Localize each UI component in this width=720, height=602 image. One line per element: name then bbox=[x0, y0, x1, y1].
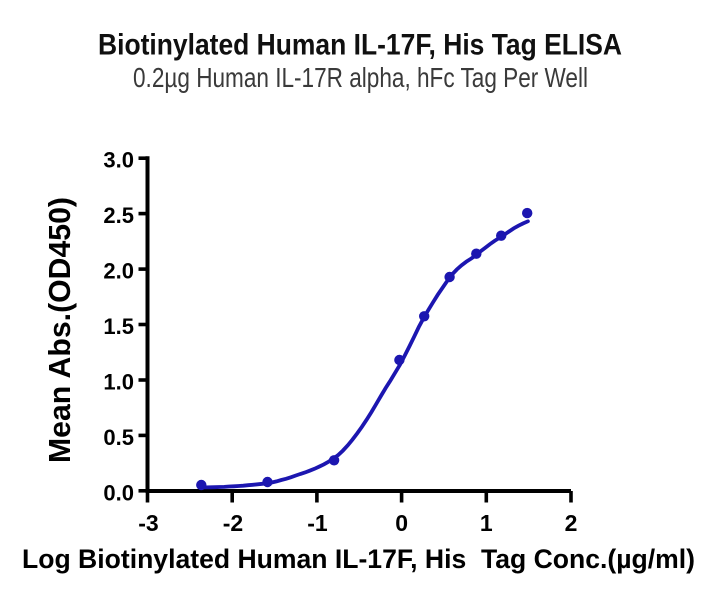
svg-text:-3: -3 bbox=[138, 510, 158, 536]
svg-text:0.5: 0.5 bbox=[103, 425, 134, 450]
svg-text:Log Biotinylated Human IL-17F,: Log Biotinylated Human IL-17F, His Tag C… bbox=[22, 544, 695, 574]
svg-text:1.0: 1.0 bbox=[103, 370, 134, 395]
svg-text:1.5: 1.5 bbox=[103, 314, 134, 339]
svg-text:2: 2 bbox=[565, 510, 578, 536]
svg-text:-1: -1 bbox=[307, 510, 328, 536]
svg-text:-2: -2 bbox=[223, 510, 243, 536]
svg-text:3.0: 3.0 bbox=[103, 148, 134, 173]
svg-text:2.5: 2.5 bbox=[103, 203, 134, 228]
svg-text:0.2µg Human IL-17R alpha, hFc: 0.2µg Human IL-17R alpha, hFc Tag Per We… bbox=[133, 62, 588, 93]
svg-text:2.0: 2.0 bbox=[103, 259, 134, 284]
svg-text:Biotinylated Human IL-17F, His: Biotinylated Human IL-17F, His Tag ELISA bbox=[98, 28, 622, 61]
svg-text:0: 0 bbox=[395, 510, 408, 536]
svg-text:Mean Abs.(OD450): Mean Abs.(OD450) bbox=[42, 197, 77, 463]
svg-text:1: 1 bbox=[480, 510, 493, 536]
svg-text:0.0: 0.0 bbox=[103, 480, 134, 505]
